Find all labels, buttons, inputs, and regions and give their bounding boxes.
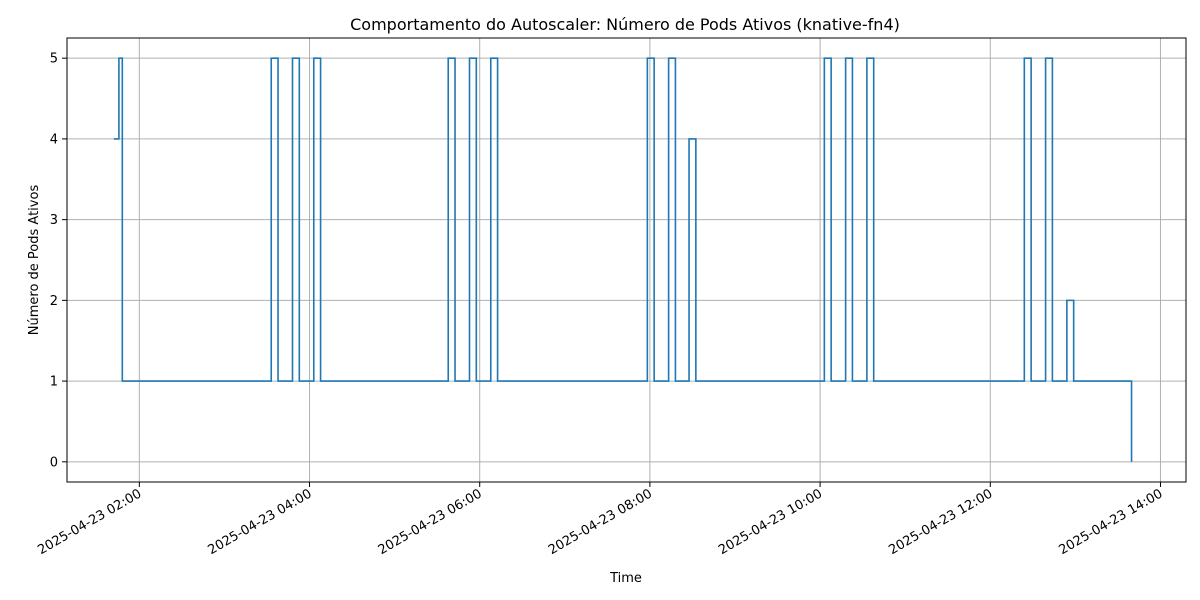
x-tick-label: 2025-04-23 10:00 [716, 486, 825, 558]
y-tick-label: 5 [50, 52, 58, 67]
grid-layer [67, 38, 1186, 482]
x-tick-label: 2025-04-23 04:00 [206, 486, 315, 558]
series-layer [113, 57, 1133, 462]
chart-title: Comportamento do Autoscaler: Número de P… [350, 15, 900, 34]
x-tick-label: 2025-04-23 08:00 [546, 486, 655, 558]
x-tick-label: 2025-04-23 14:00 [1057, 486, 1166, 558]
plot-frame [66, 37, 1187, 483]
y-tick-label: 0 [50, 455, 58, 470]
x-tick-label: 2025-04-23 02:00 [35, 486, 144, 558]
y-tick-label: 3 [50, 213, 58, 228]
y-axis-label: Número de Pods Ativos [27, 185, 42, 336]
y-tick-label: 4 [50, 132, 58, 147]
x-axis: 2025-04-23 02:00 2025-04-23 04:00 2025-04-… [35, 482, 1165, 558]
y-axis: 0 1 2 3 4 5 [50, 52, 67, 470]
y-tick-label: 1 [50, 375, 58, 390]
x-tick-label: 2025-04-23 12:00 [886, 486, 995, 558]
y-tick-label: 2 [50, 294, 58, 309]
x-axis-label: Time [609, 571, 642, 586]
series-line [113, 57, 1133, 462]
x-tick-label: 2025-04-23 06:00 [376, 486, 485, 558]
